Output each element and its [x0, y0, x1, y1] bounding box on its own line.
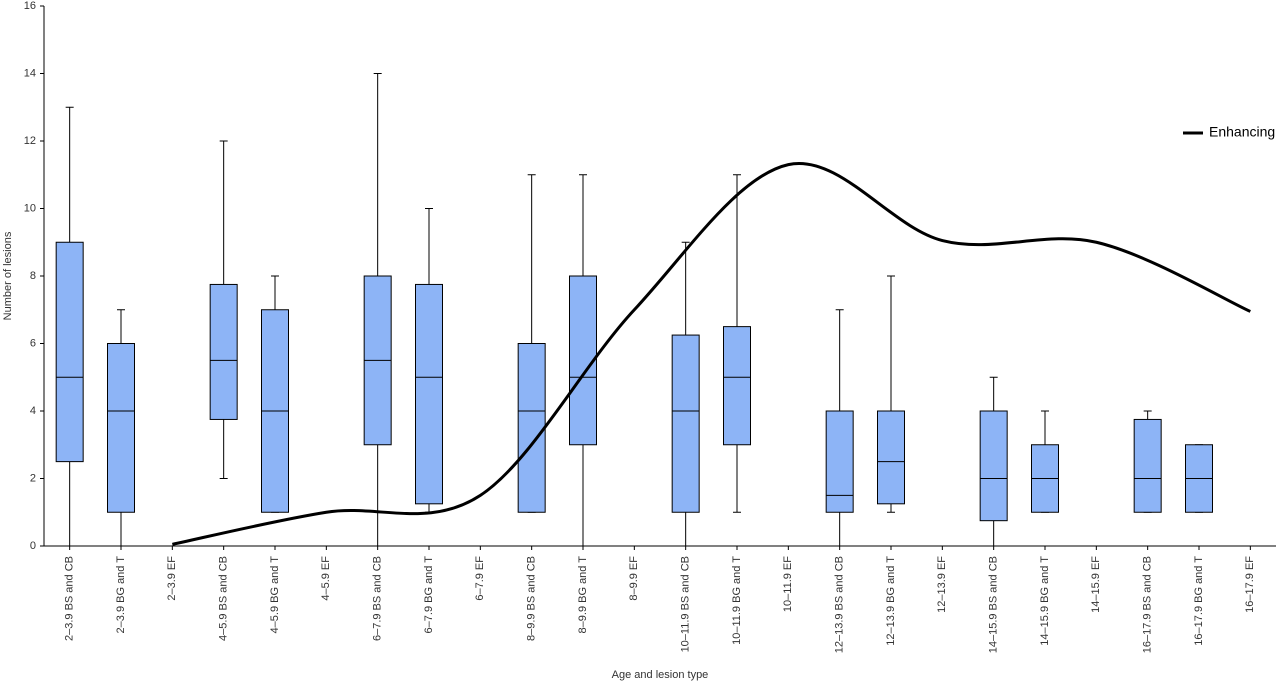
y-tick-label: 12	[24, 135, 36, 147]
x-tick-label: 12–13.9 BG and T	[885, 556, 897, 646]
y-tick-label: 10	[24, 202, 36, 214]
x-tick-label: 8–9.9 BG and T	[577, 556, 589, 634]
x-tick-label: 8–9.9 EF	[628, 556, 640, 601]
y-tick-label: 16	[24, 0, 36, 12]
x-tick-label: 16–17.9 BS and CB	[1142, 556, 1154, 653]
x-tick-label: 2–3.9 BS and CB	[64, 556, 76, 641]
x-tick-label: 6–7.9 BS and CB	[372, 556, 384, 641]
x-tick-label: 4–5.9 BS and CB	[218, 556, 230, 641]
x-tick-label: 6–7.9 BG and T	[423, 556, 435, 634]
box	[671, 334, 700, 513]
box	[979, 410, 1008, 522]
x-tick-label: 10–11.9 BS and CB	[680, 556, 692, 652]
y-tick-label: 2	[30, 472, 36, 484]
x-tick-label: 14–15.9 BG and T	[1039, 556, 1051, 646]
x-tick-label: 16–17.9 BG and T	[1193, 556, 1205, 646]
box	[415, 283, 443, 505]
x-tick-label: 2–3.9 BG and T	[115, 556, 127, 634]
x-tick-label: 14–15.9 BS and CB	[988, 556, 1000, 653]
x-tick-label: 12–13.9 BS and CB	[834, 556, 846, 653]
x-tick-label: 12–13.9 EF	[936, 556, 948, 613]
y-tick-label: 14	[24, 67, 36, 79]
y-tick-label: 6	[30, 337, 36, 349]
x-tick-label: 8–9.9 BS and CB	[526, 556, 538, 641]
box	[1133, 418, 1162, 513]
x-tick-label: 4–5.9 BG and T	[269, 556, 281, 634]
box	[517, 343, 546, 513]
x-tick-label: 10–11.9 BG and T	[731, 556, 743, 645]
x-tick-label: 4–5.9 EF	[320, 556, 332, 601]
box	[877, 410, 905, 505]
box	[825, 410, 854, 513]
box	[723, 326, 751, 446]
y-tick-label: 0	[30, 540, 36, 552]
y-tick-label: 8	[30, 270, 36, 282]
box	[209, 283, 238, 420]
line	[172, 161, 1251, 546]
x-tick-label: 16–17.9 EF	[1244, 556, 1256, 613]
x-tick-label: 14–15.9 EF	[1090, 556, 1102, 613]
legend-label: Enhancing	[1209, 124, 1275, 140]
box	[107, 343, 135, 513]
x-axis-title: Age and lesion type	[612, 669, 709, 681]
x-tick-label: 6–7.9 EF	[474, 556, 486, 601]
box	[55, 241, 84, 463]
y-axis-title: Number of lesions	[2, 231, 14, 320]
x-tick-label: 2–3.9 EF	[166, 556, 178, 601]
x-tick-label: 10–11.9 EF	[782, 556, 794, 612]
y-tick-label: 4	[30, 405, 36, 417]
